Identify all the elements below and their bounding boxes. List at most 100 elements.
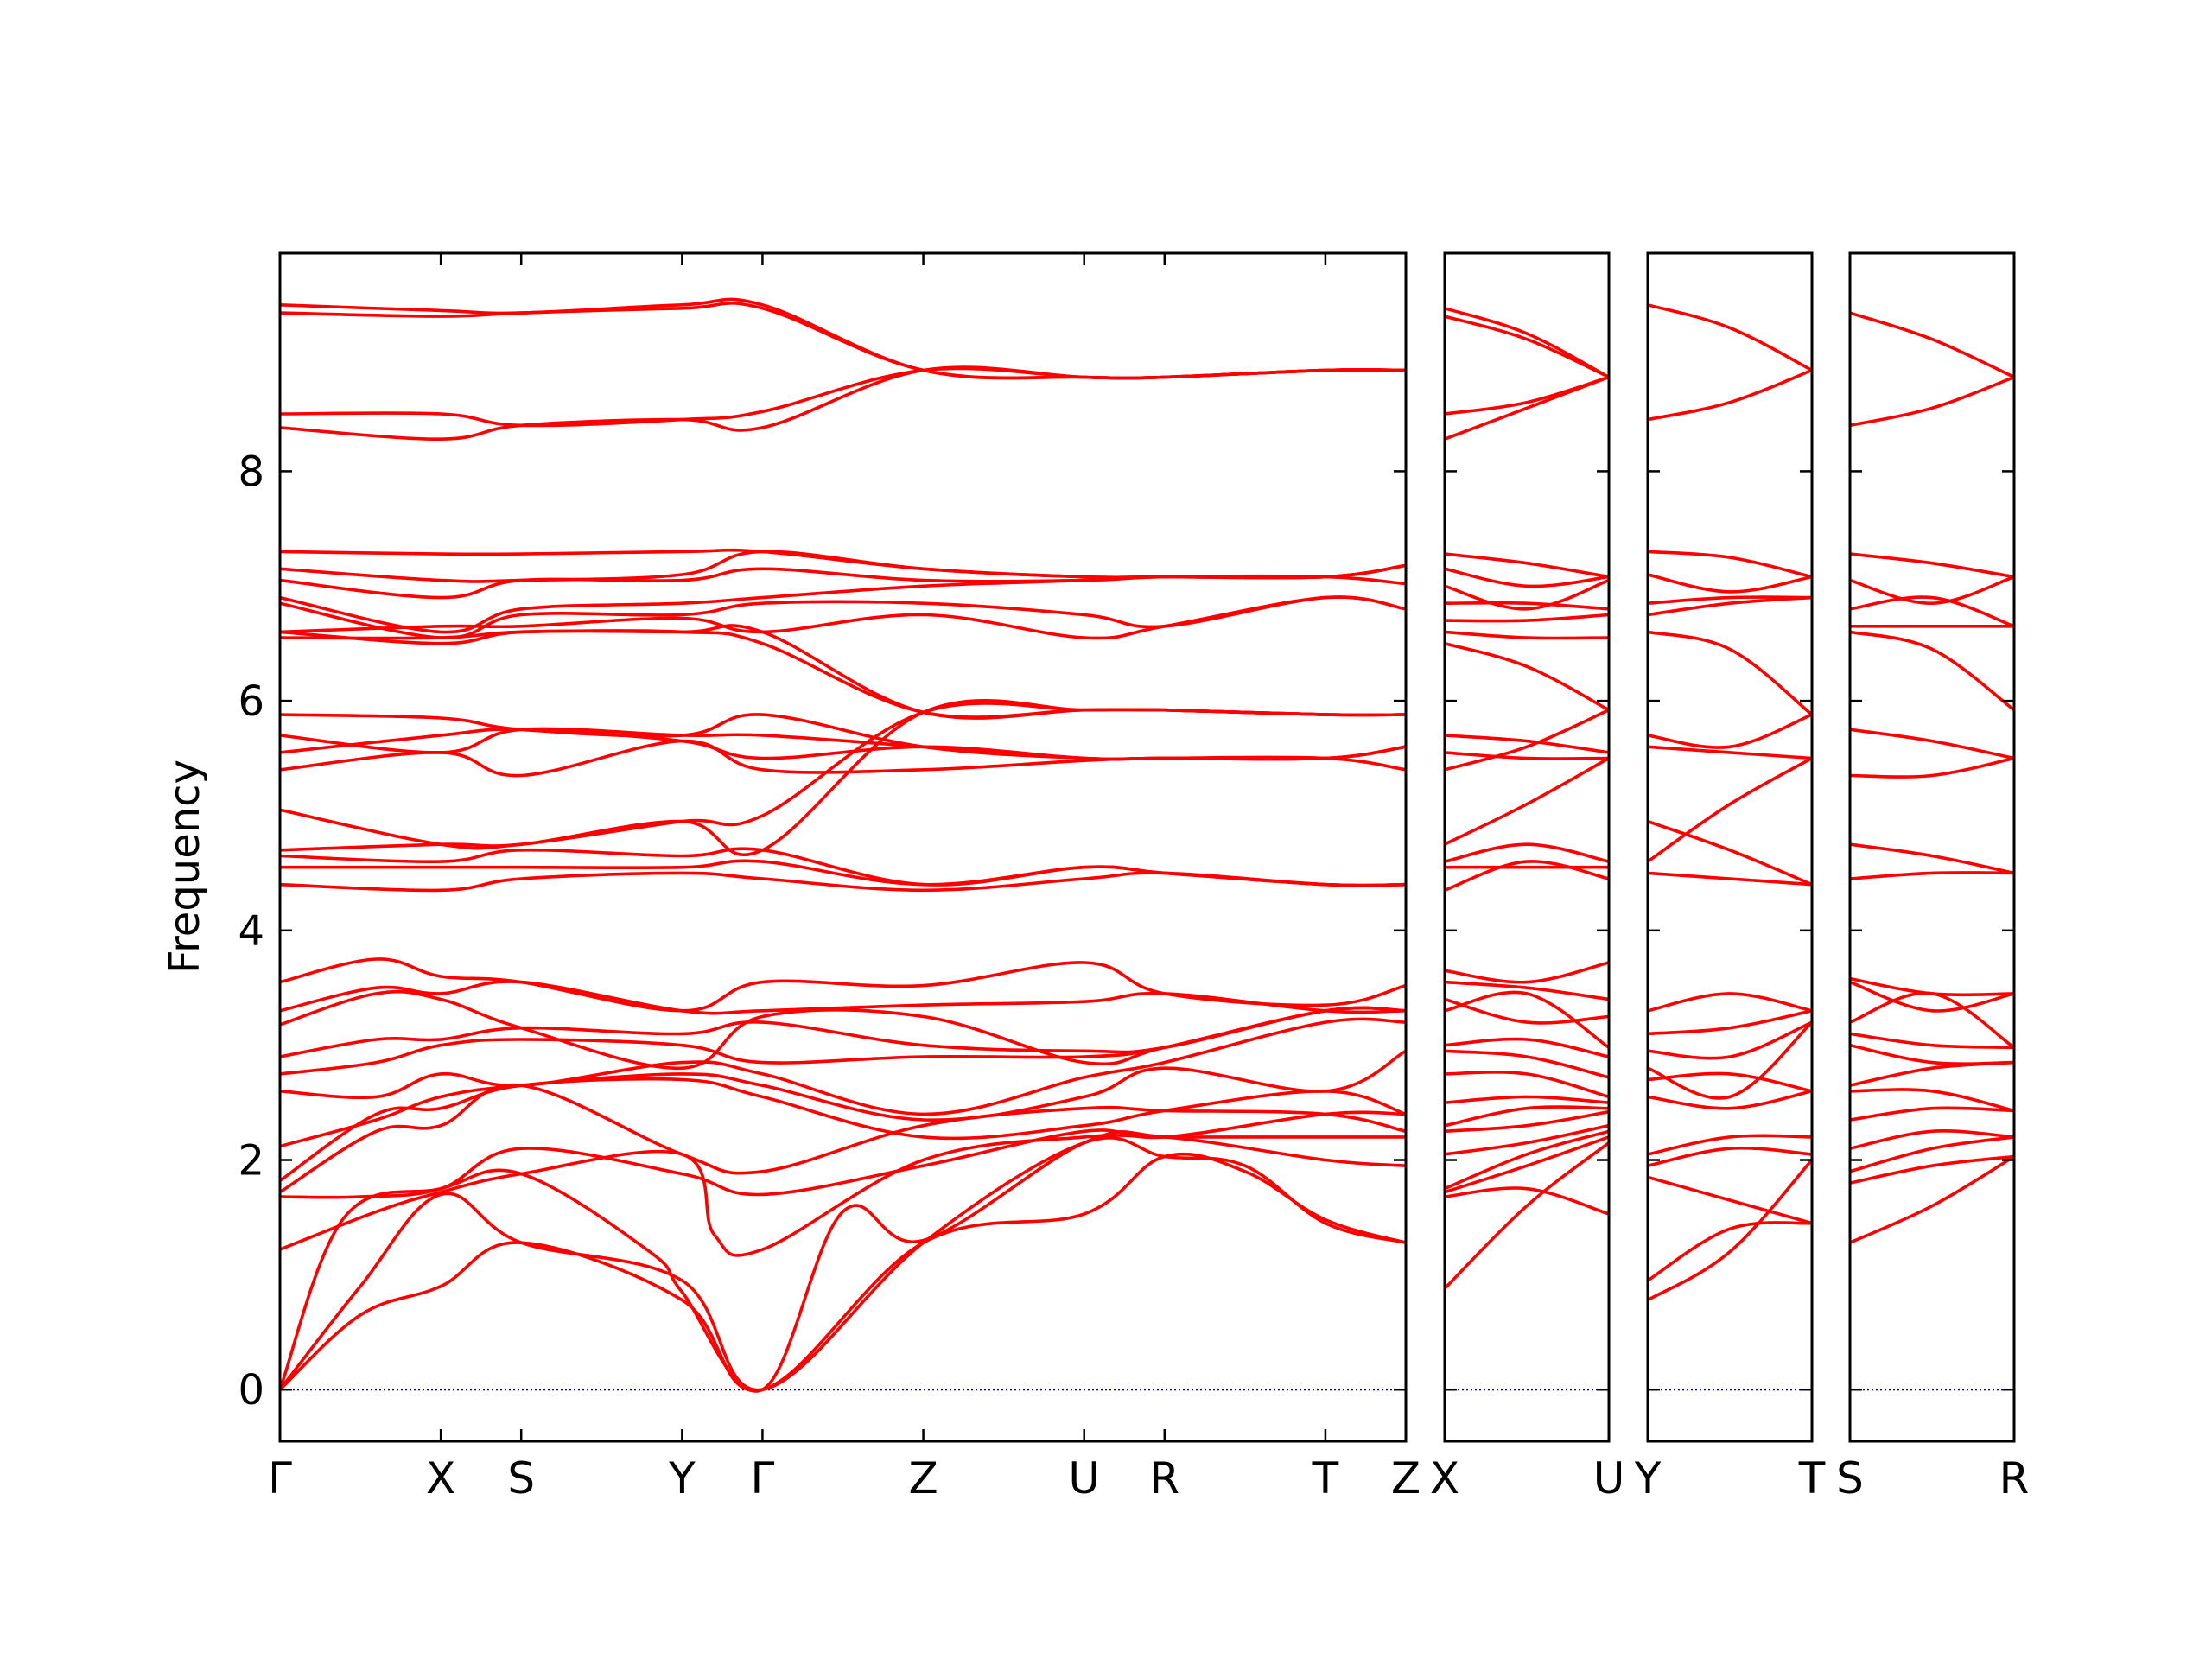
k-point-label: T [1312, 1453, 1339, 1503]
band-line [1445, 1123, 1609, 1156]
band-line [1850, 1154, 2014, 1185]
band-line [1445, 1070, 1609, 1099]
band-line [1850, 1129, 2014, 1150]
y-tick-label: 8 [238, 448, 264, 496]
k-point-label: Z [908, 1453, 938, 1503]
band-line [1648, 1221, 1812, 1282]
band-line [1445, 307, 1609, 379]
band-line [1445, 980, 1609, 1001]
band-line [1445, 578, 1609, 611]
band-line [1850, 1088, 2014, 1113]
k-point-label: X [426, 1453, 455, 1503]
y-axis-label: Frequency [161, 760, 209, 974]
panel-frame [1443, 251, 1611, 1443]
band-line [1445, 751, 1609, 760]
band-line [1648, 713, 1812, 749]
band-line [1445, 1135, 1609, 1194]
band-line [280, 957, 1406, 1013]
band-line [1445, 1109, 1609, 1134]
band-line [280, 574, 1406, 634]
bands-group [280, 297, 1406, 1393]
band-line [1445, 613, 1609, 623]
band-line [280, 989, 1406, 1071]
band-line [1445, 1186, 1609, 1216]
band-line [1445, 1095, 1609, 1104]
band-line [280, 548, 1406, 580]
band-line [1445, 708, 1609, 772]
band-line [1850, 1154, 2014, 1244]
band-line [1850, 1135, 2014, 1173]
k-point-label: U [1068, 1453, 1100, 1503]
band-line [1445, 375, 1609, 416]
band-line [280, 1017, 1406, 1116]
band-line [280, 1134, 1406, 1257]
band-line [1850, 756, 2014, 779]
band-line [1648, 1020, 1812, 1060]
band-line [280, 847, 1406, 887]
band-line [280, 624, 1406, 720]
band-line [280, 1006, 1406, 1058]
band-line [280, 365, 1406, 442]
band-line [1445, 860, 1609, 893]
band-line [1648, 1009, 1812, 1036]
band-line [1648, 1175, 1812, 1225]
band-line [1648, 1134, 1812, 1156]
y-tick-label: 2 [238, 1137, 264, 1185]
band-line [1850, 375, 2014, 428]
band-line [280, 1077, 1406, 1183]
band-line [280, 1083, 1406, 1194]
k-point-label: U [1593, 1453, 1625, 1503]
y-tick-label: 0 [238, 1366, 264, 1414]
y-tick-label: 4 [238, 907, 264, 956]
band-line [1648, 1158, 1812, 1302]
band-line [1648, 550, 1812, 579]
band-line [1648, 303, 1812, 372]
band-line [1850, 980, 2014, 1013]
band-line [280, 297, 1406, 380]
band-line [1648, 992, 1812, 1013]
band-line [1648, 1020, 1812, 1100]
band-line [1850, 728, 2014, 760]
bands-group [1648, 303, 1812, 1391]
band-line [1648, 368, 1812, 422]
band-line [1648, 871, 1812, 887]
bands-group [1445, 307, 1609, 1391]
k-point-label: S [1836, 1453, 1864, 1503]
band-line [1648, 630, 1812, 716]
band-line [1445, 1129, 1609, 1191]
band-line [280, 699, 1406, 857]
k-point-label: R [1999, 1453, 2030, 1503]
band-line [1445, 1141, 1609, 1291]
band-line [1445, 756, 1609, 846]
band-line [1850, 630, 2014, 712]
band-line [1648, 595, 1812, 605]
band-line [280, 1049, 1406, 1148]
band-line [1850, 595, 2014, 628]
k-point-label: Z [1391, 1453, 1421, 1503]
band-line [1850, 976, 2014, 997]
k-point-label: X [1430, 1453, 1459, 1503]
band-line [1445, 567, 1609, 588]
panel-frame [278, 251, 1408, 1443]
band-line [1648, 819, 1812, 887]
band-panel-0: 0 2 4 6 8 Γ X S Y Γ Z U R T Z [238, 251, 1421, 1503]
band-line [1850, 1043, 2014, 1065]
k-point-label: Y [1634, 1453, 1662, 1503]
band-line [1850, 575, 2014, 606]
band-line [1445, 601, 1609, 611]
k-point-label: S [507, 1453, 535, 1503]
panel-frame [1646, 251, 1814, 1443]
band-line [1445, 997, 1609, 1025]
k-point-label: R [1149, 1453, 1179, 1503]
band-line [1445, 1049, 1609, 1079]
band-line [1445, 734, 1609, 754]
band-line [1445, 1037, 1609, 1058]
band-line [280, 713, 1406, 761]
band-line [1850, 1106, 2014, 1122]
k-point-label: Γ [268, 1453, 292, 1503]
band-line [280, 728, 1406, 761]
